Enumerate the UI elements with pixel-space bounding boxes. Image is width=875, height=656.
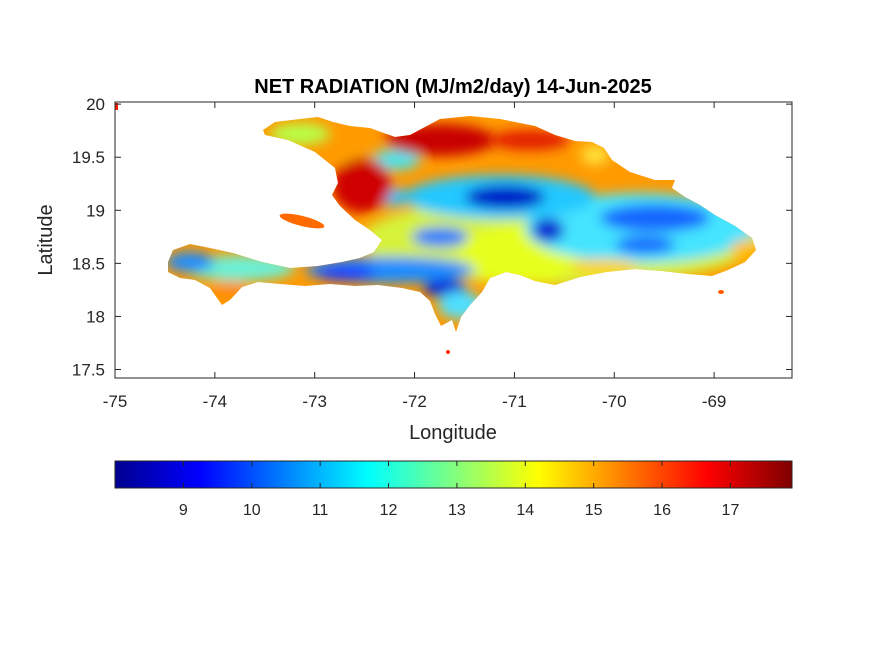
beata-island bbox=[446, 350, 450, 354]
heatmap-blob bbox=[465, 185, 545, 209]
corner-fragment bbox=[115, 103, 118, 110]
colorbar-tick-label: 12 bbox=[380, 502, 398, 519]
colorbar-tick-label: 11 bbox=[312, 502, 329, 519]
x-tick-label: -69 bbox=[702, 392, 727, 411]
colorbar-tick-label: 10 bbox=[243, 502, 261, 519]
colorbar-tick-label: 9 bbox=[179, 502, 188, 519]
y-tick-label: 17.5 bbox=[72, 361, 105, 380]
x-tick-label: -72 bbox=[402, 392, 427, 411]
heatmap-blob bbox=[412, 227, 468, 247]
x-axis-label: Longitude bbox=[409, 422, 497, 444]
y-tick-label: 20 bbox=[86, 95, 105, 114]
chart-title: NET RADIATION (MJ/m2/day) 14-Jun-2025 bbox=[254, 76, 652, 98]
heatmap-blob bbox=[490, 130, 570, 150]
colorbar-tick-label: 13 bbox=[448, 502, 466, 519]
heatmap-blob bbox=[581, 145, 609, 165]
x-tick-label: -71 bbox=[502, 392, 527, 411]
heatmap-blob bbox=[332, 157, 392, 213]
colorbar-tick-label: 15 bbox=[585, 502, 603, 519]
x-axis: -75 -74 -73 -72 -71 -70 -69 bbox=[103, 102, 727, 411]
colorbar bbox=[114, 460, 793, 489]
y-tick-label: 18.5 bbox=[72, 254, 105, 273]
colorbar-ticks: 9 10 11 12 13 14 15 16 17 bbox=[179, 461, 740, 519]
x-tick-label: -73 bbox=[302, 392, 327, 411]
y-axis-label: Latitude bbox=[35, 204, 57, 275]
colorbar-tick-label: 14 bbox=[516, 502, 534, 519]
ile-de-la-gonave bbox=[279, 213, 325, 229]
x-tick-label: -75 bbox=[103, 392, 128, 411]
heatmap-blob bbox=[532, 218, 564, 242]
y-tick-label: 19.5 bbox=[72, 148, 105, 167]
x-tick-label: -74 bbox=[203, 392, 228, 411]
y-tick-label: 18 bbox=[86, 307, 105, 326]
heatmap-blob bbox=[315, 265, 375, 281]
y-tick-label: 19 bbox=[86, 201, 105, 220]
x-tick-label: -70 bbox=[602, 392, 627, 411]
heatmap-blob bbox=[168, 252, 214, 272]
y-axis: 17.5 18 18.5 19 19.5 20 bbox=[72, 95, 792, 380]
heatmap-blob bbox=[615, 236, 675, 254]
axes-frame bbox=[114, 101, 793, 379]
colorbar-tick-label: 17 bbox=[722, 502, 740, 519]
colorbar-tick-label: 16 bbox=[653, 502, 671, 519]
heatmap-blob bbox=[600, 204, 710, 232]
saona-island bbox=[718, 290, 724, 294]
